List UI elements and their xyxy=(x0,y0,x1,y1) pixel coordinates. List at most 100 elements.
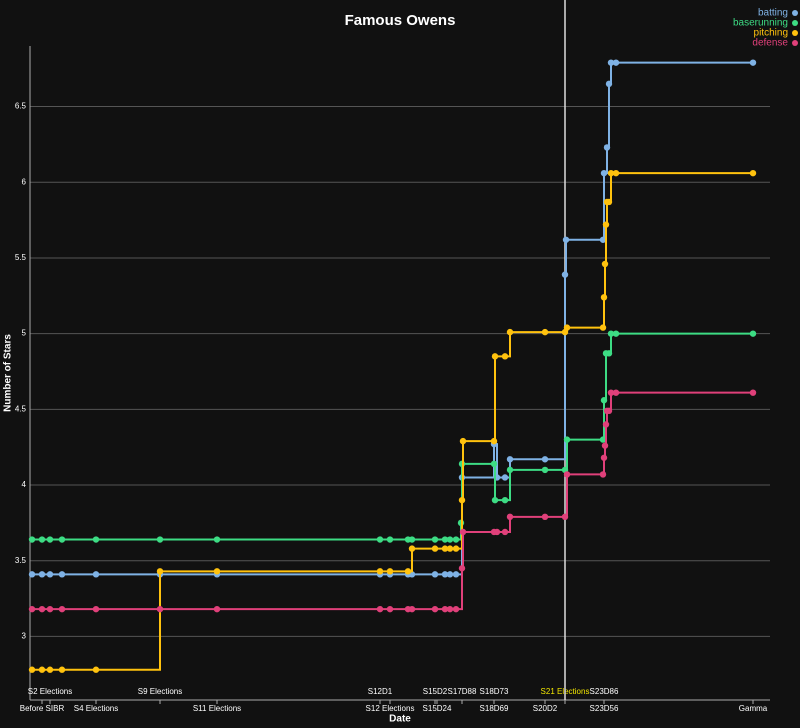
y-tick-label: 6.5 xyxy=(15,102,27,111)
point xyxy=(749,389,757,396)
point xyxy=(446,571,454,578)
point xyxy=(563,471,571,478)
x-tick-label: Before SIBR xyxy=(20,704,65,713)
chart-title: Famous Owens xyxy=(345,12,456,29)
point xyxy=(213,536,221,543)
point xyxy=(431,605,439,613)
point xyxy=(749,59,757,66)
point xyxy=(92,536,100,543)
point xyxy=(600,294,608,301)
point xyxy=(506,456,514,463)
x-tick-label: S15D2 xyxy=(423,687,448,696)
point xyxy=(491,496,499,504)
point xyxy=(58,605,66,613)
point xyxy=(605,407,613,415)
point xyxy=(600,454,608,461)
point xyxy=(603,144,611,151)
point xyxy=(441,536,449,543)
point xyxy=(376,536,384,543)
point xyxy=(506,466,514,474)
point xyxy=(28,571,36,578)
point xyxy=(431,545,439,552)
point xyxy=(605,80,613,88)
point xyxy=(446,605,454,613)
point xyxy=(600,397,608,404)
point xyxy=(38,571,46,578)
point xyxy=(612,330,620,337)
point xyxy=(92,605,100,613)
point xyxy=(46,605,54,613)
point xyxy=(92,571,100,578)
point xyxy=(612,59,620,66)
point xyxy=(408,536,416,543)
point xyxy=(506,513,514,521)
legend-label: baserunning xyxy=(733,18,788,29)
point xyxy=(441,545,449,552)
point xyxy=(607,59,615,66)
point xyxy=(491,353,499,360)
y-tick-label: 3.5 xyxy=(15,556,27,565)
point xyxy=(501,528,509,536)
point xyxy=(501,474,509,481)
legend-label: defense xyxy=(752,38,788,49)
point xyxy=(213,568,221,575)
point xyxy=(452,536,460,543)
point xyxy=(452,545,460,552)
point xyxy=(605,350,613,357)
point xyxy=(612,169,620,177)
x-tick-label: Gamma xyxy=(739,704,768,713)
point xyxy=(58,666,66,673)
legend-label: batting xyxy=(758,8,788,19)
point xyxy=(452,571,460,578)
legend-swatch xyxy=(792,40,798,46)
step-line xyxy=(32,61,753,576)
point xyxy=(28,536,36,543)
x-axis-title: Date xyxy=(389,714,411,725)
point xyxy=(599,436,607,443)
point xyxy=(441,605,449,613)
point xyxy=(749,330,757,337)
x-tick-label: S23D56 xyxy=(590,704,619,713)
point xyxy=(601,442,609,449)
x-tick-label: S18D73 xyxy=(480,687,509,696)
point xyxy=(46,666,54,673)
point xyxy=(599,324,607,331)
point xyxy=(28,605,36,613)
point xyxy=(541,328,549,336)
point xyxy=(386,568,394,575)
point xyxy=(38,666,46,673)
point xyxy=(541,456,549,463)
x-tick-label: S12 Elections xyxy=(366,704,415,713)
point xyxy=(376,568,384,575)
point xyxy=(404,568,412,575)
point xyxy=(541,513,549,521)
point xyxy=(386,536,394,543)
point xyxy=(458,565,466,572)
point xyxy=(452,605,460,613)
point xyxy=(605,198,613,206)
y-tick-label: 5.5 xyxy=(15,253,27,262)
point xyxy=(28,666,36,673)
point xyxy=(58,536,66,543)
point xyxy=(376,605,384,613)
x-tick-label: S9 Elections xyxy=(138,687,182,696)
x-tick-label: S17D88 xyxy=(448,687,477,696)
y-axis-title: Number of Stars xyxy=(3,334,14,412)
x-tick-label: S20D2 xyxy=(533,704,558,713)
point xyxy=(156,568,164,575)
point xyxy=(749,169,757,177)
point xyxy=(562,236,570,243)
point xyxy=(602,221,610,228)
point xyxy=(602,421,610,428)
point xyxy=(156,605,164,613)
x-tick-label: S18D69 xyxy=(480,704,509,713)
y-tick-label: 4 xyxy=(22,480,27,489)
point xyxy=(408,605,416,613)
point xyxy=(58,571,66,578)
point xyxy=(607,389,615,396)
y-tick-label: 6 xyxy=(22,177,27,186)
point xyxy=(46,536,54,543)
point xyxy=(501,496,509,504)
legend-swatch xyxy=(792,20,798,26)
